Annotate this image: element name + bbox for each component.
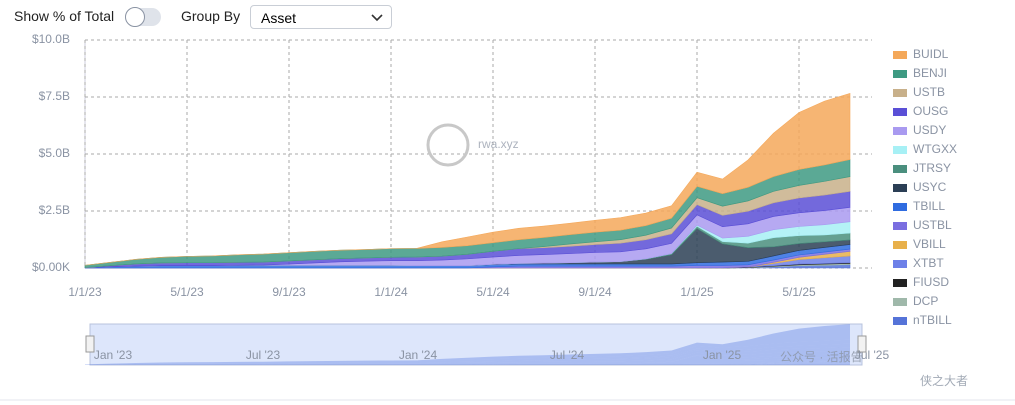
y-tick-label: $2.5B <box>39 203 70 217</box>
navigator-label: Jan '25 <box>703 348 742 362</box>
legend-swatch <box>893 184 907 192</box>
legend-swatch <box>893 222 907 230</box>
navigator-area <box>85 355 850 365</box>
legend-swatch <box>893 70 907 78</box>
legend-label: VBILL <box>913 237 946 251</box>
navigator-area <box>85 324 850 365</box>
legend-swatch <box>893 51 907 59</box>
watermark: rwa.xyz <box>478 137 519 151</box>
navigator-handle[interactable] <box>857 335 867 353</box>
x-tick-label: 9/1/23 <box>272 285 306 299</box>
x-tick-label: 5/1/24 <box>476 285 510 299</box>
navigator-area <box>85 339 850 365</box>
x-tick-label: 9/1/24 <box>578 285 612 299</box>
legend-label: XTBT <box>913 256 944 270</box>
navigator-area <box>85 350 850 365</box>
x-tick-label: 5/1/25 <box>782 285 816 299</box>
y-tick-label: $0.00K <box>32 260 70 274</box>
legend-swatch <box>893 241 907 249</box>
navigator[interactable] <box>89 323 863 366</box>
group-label: Group By <box>181 8 241 24</box>
legend-label: nTBILL <box>913 313 952 327</box>
toggle-label: Show % of Total <box>14 8 115 24</box>
navigator-label: Jul '25 <box>855 348 890 362</box>
navigator-handle[interactable] <box>85 335 95 353</box>
legend-label: USTB <box>913 85 945 99</box>
legend-label: OUSG <box>913 104 948 118</box>
x-tick-label: 5/1/23 <box>170 285 204 299</box>
legend-label: BUIDL <box>913 47 949 61</box>
legend-swatch <box>893 260 907 268</box>
percent-toggle[interactable] <box>125 7 161 27</box>
navigator-area <box>85 364 850 365</box>
legend-label: USTBL <box>913 218 952 232</box>
watermark: 侠之大者 <box>920 374 968 388</box>
legend-swatch <box>893 165 907 173</box>
navigator-label: Jul '23 <box>246 348 281 362</box>
legend-swatch <box>893 298 907 306</box>
navigator-label: Jan '23 <box>94 348 133 362</box>
navigator-label: Jul '24 <box>550 348 585 362</box>
legend-swatch <box>893 127 907 135</box>
x-tick-label: 1/1/23 <box>68 285 102 299</box>
y-tick-label: $10.0B <box>32 32 70 46</box>
watermark: 公众号 · 活报告 <box>780 349 863 364</box>
legend-label: TBILL <box>913 199 945 213</box>
legend-label: BENJI <box>913 66 947 80</box>
group-value: Asset <box>261 10 297 26</box>
legend-swatch <box>893 89 907 97</box>
legend-swatch <box>893 317 907 325</box>
x-tick-label: 1/1/25 <box>680 285 714 299</box>
legend-label: WTGXX <box>913 142 957 156</box>
legend-swatch <box>893 279 907 287</box>
legend-label: JTRSY <box>913 161 951 175</box>
legend-swatch <box>893 203 907 211</box>
legend-swatch <box>893 146 907 154</box>
watermark-logo <box>426 123 470 167</box>
legend-swatch <box>893 108 907 116</box>
legend-label: USDY <box>913 123 946 137</box>
x-tick-label: 1/1/24 <box>374 285 408 299</box>
legend-label: USYC <box>913 180 947 194</box>
y-tick-label: $5.0B <box>39 146 70 160</box>
group-select[interactable]: Asset <box>250 5 392 29</box>
area <box>84 92 851 266</box>
legend-label: FIUSD <box>913 275 949 289</box>
legend-label: DCP <box>913 294 938 308</box>
y-tick-label: $7.5B <box>39 89 70 103</box>
navigator-label: Jan '24 <box>399 348 438 362</box>
